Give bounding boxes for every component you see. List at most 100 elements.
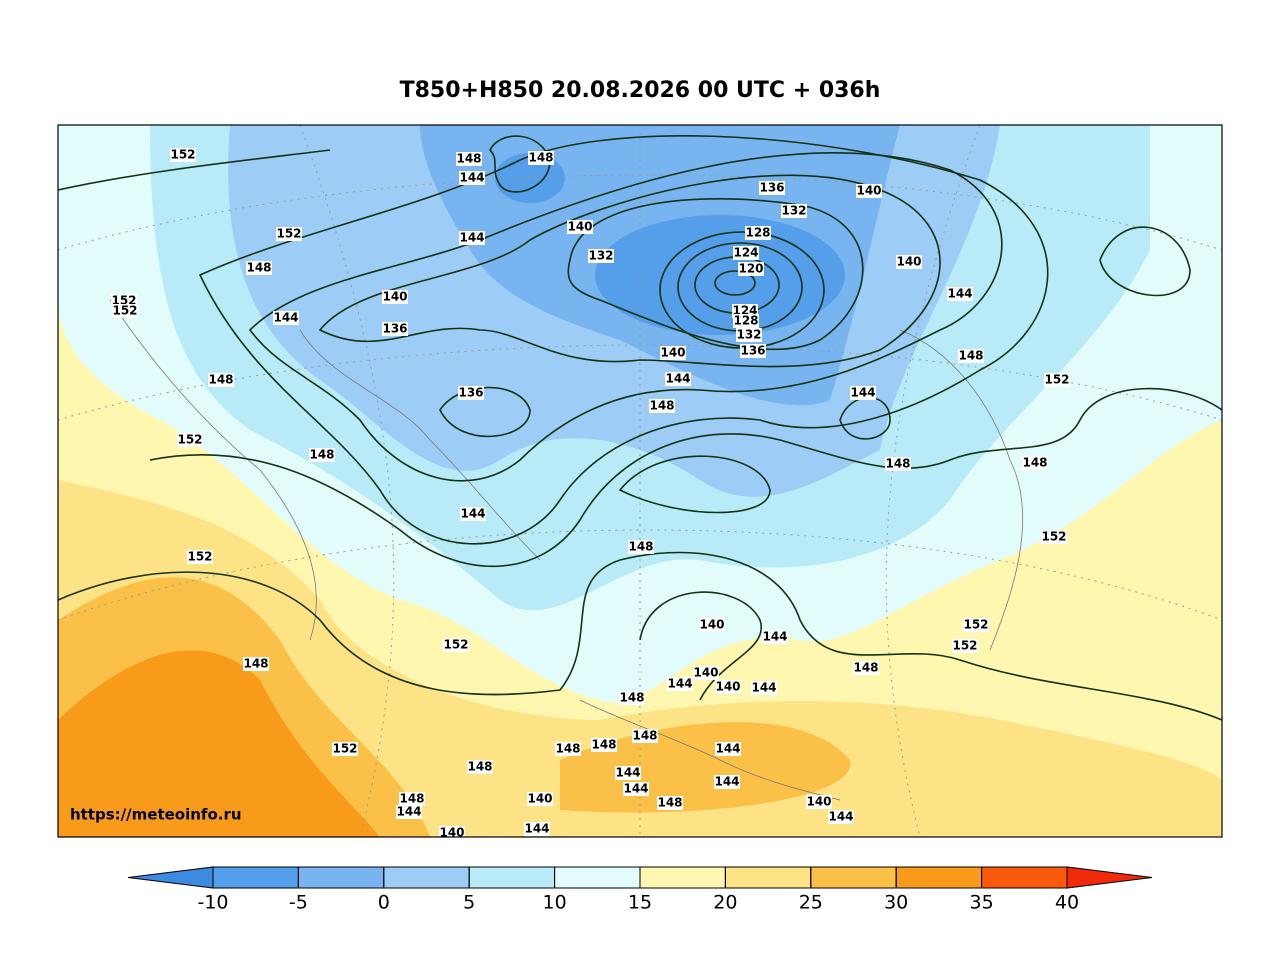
- map: 152 148 1481441401321361321281241201241281…: [58, 125, 1222, 840]
- contour-label: 148: [456, 152, 481, 166]
- contour-label: 148: [467, 760, 492, 774]
- contour-label-bg: [456, 152, 482, 166]
- contour-label-bg: [619, 691, 645, 705]
- contour-label-bg: [762, 630, 788, 644]
- contour-label-bg: [667, 677, 693, 691]
- colorbar-tick-label: 40: [1055, 892, 1079, 914]
- contour-label-bg: [715, 742, 741, 756]
- contour-label-bg: [623, 782, 649, 796]
- colorbar-extend-high: [1066, 866, 1153, 889]
- contour: [489, 135, 551, 193]
- contour-label-bg: [699, 618, 725, 632]
- colorbar-tick-label: 10: [543, 892, 567, 914]
- coastline: [109, 299, 1023, 801]
- contour-label-bg: [112, 304, 138, 318]
- contour: [318, 174, 941, 368]
- contour-label: 148: [657, 796, 682, 810]
- contour-label: 144: [459, 231, 484, 245]
- colorbar-tick-label: -10: [197, 892, 228, 914]
- contour-label: 148: [591, 738, 616, 752]
- colorbar-tick-label: 30: [884, 892, 908, 914]
- watermark: https://meteoinfo.ru: [70, 806, 242, 824]
- contour-label: 140: [439, 826, 464, 840]
- colorbar-tick-label: 15: [628, 892, 652, 914]
- colorbar-segment: [724, 866, 812, 889]
- contour-label: 148: [1022, 456, 1047, 470]
- contour-label: 144: [459, 171, 484, 185]
- contour-label: 148: [619, 691, 644, 705]
- contour-label: 132: [736, 328, 761, 342]
- contour-label-bg: [781, 204, 807, 218]
- colorbar-segment: [810, 866, 897, 889]
- contour-label-bg: [896, 255, 922, 269]
- colorbar-segment: [895, 866, 983, 889]
- colorbar-tick-label: 20: [713, 892, 737, 914]
- contour-label-bg: [396, 805, 422, 819]
- contour-labels: 152 148 1481441401321361321281241201241281…: [111, 148, 1070, 840]
- contour-label: 144: [751, 681, 776, 695]
- contour-label-bg: [382, 290, 408, 304]
- colorbar: -10 -5 0 5 10 15 20 25 30 35 40: [127, 866, 1153, 914]
- contour-label: 136: [740, 344, 765, 358]
- contour-label: 152: [963, 618, 988, 632]
- contour-label: 136: [458, 386, 483, 400]
- contour-label-bg: [649, 399, 675, 413]
- contour-label-bg: [628, 540, 654, 554]
- contour-label: 144: [524, 822, 549, 836]
- contour-label-bg: [740, 344, 766, 358]
- colorbar-tick-label: 5: [463, 892, 475, 914]
- contour-label-bg: [467, 760, 493, 774]
- contour-label-bg: [736, 328, 762, 342]
- contour-label: 152: [112, 304, 137, 318]
- contour: [567, 198, 864, 351]
- contour-label-bg: [246, 261, 272, 275]
- colorbar-segment: [468, 866, 556, 889]
- contour-label: 128: [745, 226, 770, 240]
- contour-label-bg: [660, 346, 686, 360]
- contour-label: 144: [828, 810, 853, 824]
- contour-label: 152: [187, 550, 212, 564]
- contour-label-bg: [243, 657, 269, 671]
- title: T850+H850 20.08.2026 00 UTC + 036h: [400, 78, 881, 103]
- contour-label-bg: [947, 287, 973, 301]
- contour-label-bg: [885, 457, 911, 471]
- contour-label-bg: [632, 729, 658, 743]
- contour-label-bg: [853, 661, 879, 675]
- contour-label: 144: [850, 386, 875, 400]
- contour-label-bg: [276, 227, 302, 241]
- contour-label: 152: [177, 433, 202, 447]
- contour-label-bg: [524, 822, 550, 836]
- colorbar-segment: [639, 866, 726, 889]
- contour-label-bg: [460, 507, 486, 521]
- contour-label: 148: [208, 373, 233, 387]
- contour-label-bg: [714, 775, 740, 789]
- contour-label: 144: [762, 630, 787, 644]
- contour-label: 148: [628, 540, 653, 554]
- contour-label: 132: [588, 249, 613, 263]
- colorbar-extend-low: [127, 866, 214, 889]
- contour-label: 140: [660, 346, 685, 360]
- contour-label: 152: [1044, 373, 1069, 387]
- contour-label-bg: [806, 795, 832, 809]
- contour-label-bg: [309, 448, 335, 462]
- contour-label: 148: [958, 349, 983, 363]
- contour-label-bg: [332, 742, 358, 756]
- contour-label: 144: [623, 782, 648, 796]
- contour-label: 148: [246, 261, 271, 275]
- contour-label: 148: [853, 661, 878, 675]
- contour-label-bg: [382, 322, 408, 336]
- contour: [58, 551, 1222, 721]
- contour-label-bg: [657, 796, 683, 810]
- contour-label-bg: [399, 792, 425, 806]
- contour-label-bg: [459, 171, 485, 185]
- field: [495, 153, 565, 203]
- contour-label-bg: [952, 639, 978, 653]
- contour-label: 144: [396, 805, 421, 819]
- contour-label-bg: [615, 766, 641, 780]
- contour-label-bg: [555, 742, 581, 756]
- contour-label-bg: [1022, 456, 1048, 470]
- graticule: [58, 125, 1222, 837]
- contour-label: 132: [781, 204, 806, 218]
- contour-label: 148: [399, 792, 424, 806]
- contour-label-bg: [759, 181, 785, 195]
